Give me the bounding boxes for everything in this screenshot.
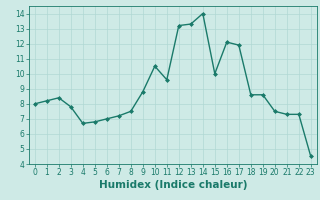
X-axis label: Humidex (Indice chaleur): Humidex (Indice chaleur) <box>99 180 247 190</box>
